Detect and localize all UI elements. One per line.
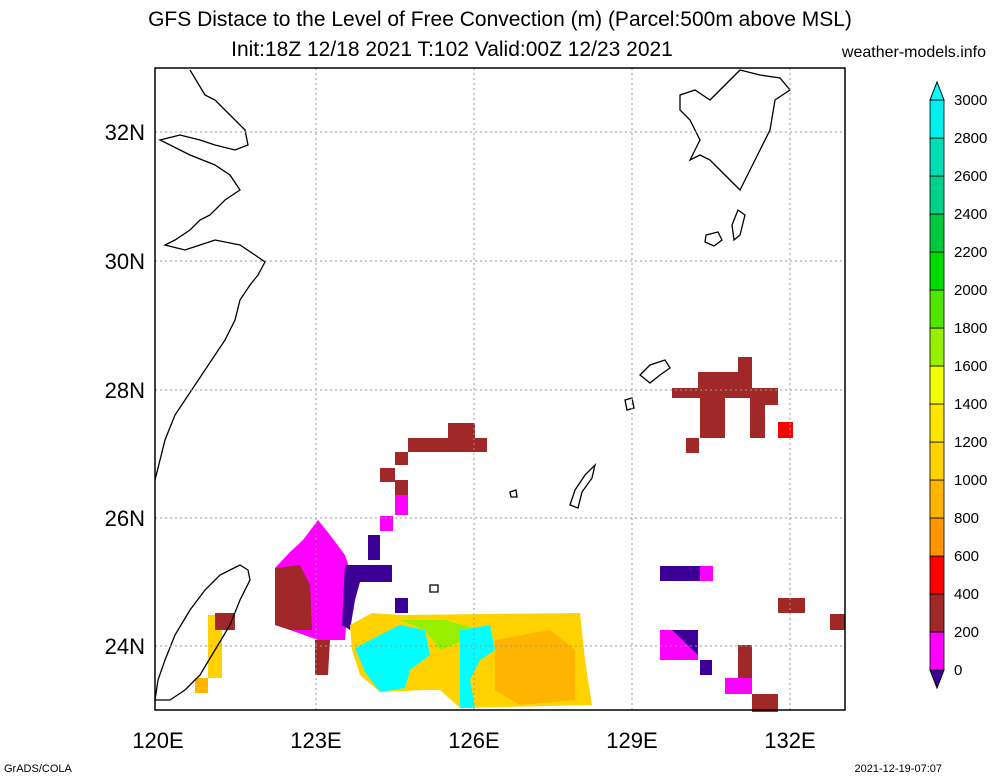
field-violet-patch-1 bbox=[368, 535, 380, 560]
field-brown-east bbox=[672, 357, 778, 438]
colorbar-label: 1800 bbox=[954, 320, 987, 337]
colorbar-swatch bbox=[929, 213, 945, 253]
colorbar-swatch bbox=[929, 137, 945, 177]
colorbar-label: 2600 bbox=[954, 168, 987, 185]
field-gold-center bbox=[495, 630, 575, 705]
map-title: GFS Distace to the Level of Free Convect… bbox=[148, 8, 852, 31]
field-green-west bbox=[400, 620, 480, 650]
colorbar-swatch bbox=[929, 631, 945, 671]
field-red-east bbox=[778, 422, 793, 438]
colorbar-min-triangle bbox=[929, 669, 945, 690]
colorbar-label: 0 bbox=[954, 662, 962, 679]
colorbar-swatch bbox=[929, 593, 945, 633]
colorbar-swatch bbox=[929, 327, 945, 367]
colorbar-swatch bbox=[929, 99, 945, 139]
field-brown-se-3 bbox=[752, 694, 778, 712]
colorbar-label: 2200 bbox=[954, 244, 987, 261]
lon-tick: 123E bbox=[290, 728, 341, 753]
field-brown-central bbox=[380, 423, 487, 495]
field-violet-east bbox=[660, 566, 700, 581]
colorbar-label: 800 bbox=[954, 510, 979, 527]
colorbar-label: 1600 bbox=[954, 358, 987, 375]
field-violet-1 bbox=[342, 565, 392, 630]
colorbar-swatch bbox=[929, 175, 945, 215]
colorbar-swatch bbox=[929, 555, 945, 595]
site-label: weather-models.info bbox=[841, 44, 986, 61]
lon-axis: 120E 123E 126E 129E 132E bbox=[132, 728, 815, 753]
coast-amami bbox=[639, 359, 671, 384]
coast-kyushu bbox=[679, 69, 791, 192]
lat-tick: 26N bbox=[105, 506, 145, 531]
colorbar-label: 2000 bbox=[954, 282, 987, 299]
colorbar: 0 200 400 600 800 1000 1200 1400 1600 1800 2000 220… bbox=[929, 80, 987, 690]
coast-island-1 bbox=[624, 397, 635, 411]
lat-tick: 28N bbox=[105, 378, 145, 403]
colorbar-swatch bbox=[929, 251, 945, 291]
field-cyan-west bbox=[355, 625, 430, 692]
colorbar-label: 3000 bbox=[954, 92, 987, 109]
gridlines bbox=[155, 68, 845, 710]
coastlines bbox=[154, 69, 791, 701]
field-pink-east bbox=[700, 566, 713, 581]
data-fields bbox=[195, 357, 845, 712]
coast-island-2 bbox=[509, 489, 518, 498]
lat-tick: 24N bbox=[105, 634, 145, 659]
colorbar-swatch bbox=[929, 517, 945, 557]
field-brown-west bbox=[275, 565, 312, 630]
footer-right: 2021-12-19-07:07 bbox=[854, 763, 942, 775]
field-pink-patch-2 bbox=[380, 516, 393, 531]
colorbar-label: 2800 bbox=[954, 130, 987, 147]
field-taiwan-small bbox=[195, 678, 208, 693]
colorbar-label: 1400 bbox=[954, 396, 987, 413]
field-violet-se-2 bbox=[700, 660, 712, 675]
field-violet-patch-2 bbox=[395, 598, 408, 613]
coast-yakushima bbox=[704, 231, 723, 247]
colorbar-swatch bbox=[929, 479, 945, 519]
field-violet-se bbox=[672, 630, 698, 655]
colorbar-label: 200 bbox=[954, 624, 979, 641]
field-pink-patch-1 bbox=[395, 495, 408, 515]
colorbar-swatch bbox=[929, 441, 945, 481]
lon-tick: 132E bbox=[764, 728, 815, 753]
field-pink-se-2 bbox=[725, 678, 752, 694]
colorbar-label: 400 bbox=[954, 586, 979, 603]
map-subtitle: Init:18Z 12/18 2021 T:102 Valid:00Z 12/2… bbox=[231, 38, 673, 61]
field-brown-sw bbox=[315, 640, 330, 675]
colorbar-swatch bbox=[929, 289, 945, 329]
map-frame bbox=[154, 67, 846, 711]
lat-axis: 24N 26N 28N 30N 32N bbox=[105, 120, 145, 659]
colorbar-label: 1000 bbox=[954, 472, 987, 489]
colorbar-max-triangle bbox=[929, 80, 945, 101]
colorbar-label: 600 bbox=[954, 548, 979, 565]
field-brown-east-3 bbox=[778, 598, 805, 613]
coast-okinawa bbox=[569, 462, 597, 509]
coast-island-3 bbox=[429, 584, 439, 593]
field-brown-east-4 bbox=[830, 614, 845, 630]
lat-tick: 32N bbox=[105, 120, 145, 145]
lat-tick: 30N bbox=[105, 249, 145, 274]
colorbar-label: 2400 bbox=[954, 206, 987, 223]
field-brown-east-2 bbox=[686, 438, 699, 453]
lon-tick: 120E bbox=[132, 728, 183, 753]
lon-tick: 129E bbox=[606, 728, 657, 753]
colorbar-label: 1200 bbox=[954, 434, 987, 451]
colorbar-swatch bbox=[929, 403, 945, 443]
coast-tanegashima bbox=[731, 208, 746, 242]
footer-left: GrADS/COLA bbox=[4, 763, 72, 775]
colorbar-swatch bbox=[929, 365, 945, 405]
coast-china bbox=[154, 69, 266, 481]
lon-tick: 126E bbox=[448, 728, 499, 753]
